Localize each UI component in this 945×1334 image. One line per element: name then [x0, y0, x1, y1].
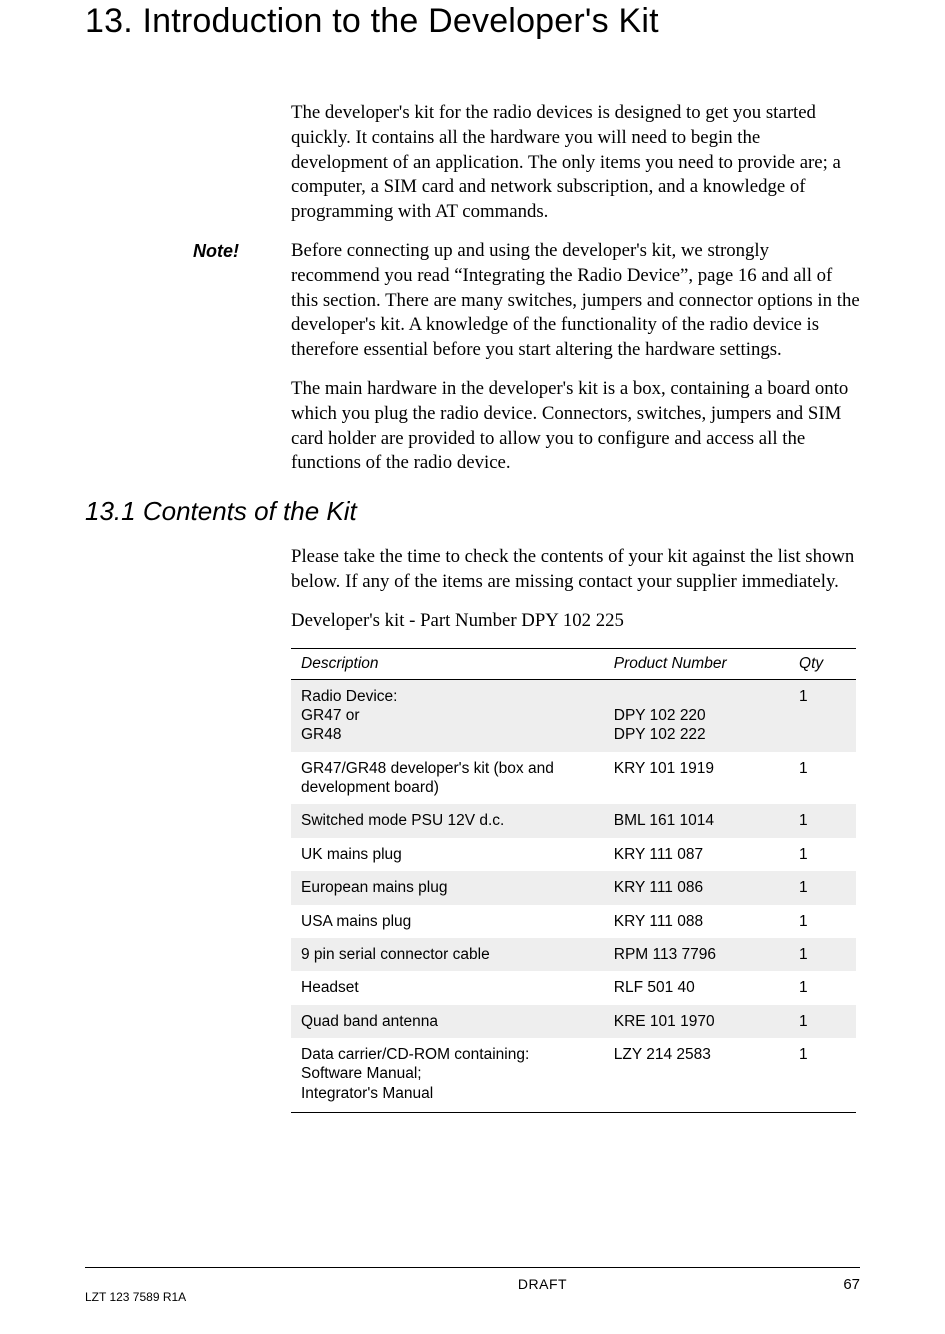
intro-block: The developer's kit for the radio device… [291, 101, 860, 225]
kit-partnum-line: Developer's kit - Part Number DPY 102 22… [291, 609, 860, 634]
table-header-product-number: Product Number [604, 648, 789, 679]
table-row: Radio Device: GR47 or GR48 DPY 102 220 D… [291, 679, 856, 752]
table-row: HeadsetRLF 501 401 [291, 971, 856, 1004]
footer-draft: DRAFT [265, 1276, 820, 1292]
table-cell-description: Quad band antenna [291, 1005, 604, 1038]
table-cell-qty: 1 [789, 1005, 856, 1038]
table-cell-description: USA mains plug [291, 905, 604, 938]
table-header-row: Description Product Number Qty [291, 648, 856, 679]
table-header-description: Description [291, 648, 604, 679]
table-cell-qty: 1 [789, 938, 856, 971]
note-body: Before connecting up and using the devel… [291, 239, 860, 377]
section-intro-block: Please take the time to check the conten… [291, 545, 860, 633]
table-header-qty: Qty [789, 648, 856, 679]
page: 13. Introduction to the Developer's Kit … [0, 0, 945, 1334]
table-cell-qty: 1 [789, 905, 856, 938]
table-cell-description: Switched mode PSU 12V d.c. [291, 804, 604, 837]
table-row: Switched mode PSU 12V d.c.BML 161 10141 [291, 804, 856, 837]
footer-pagenum: 67 [820, 1276, 860, 1293]
table-row: 9 pin serial connector cableRPM 113 7796… [291, 938, 856, 971]
table-cell-qty: 1 [789, 871, 856, 904]
table-cell-description: Data carrier/CD-ROM containing: Software… [291, 1038, 604, 1110]
note-row: Note! Before connecting up and using the… [193, 239, 860, 377]
note-label: Note! [193, 239, 291, 262]
table-cell-product-number: RPM 113 7796 [604, 938, 789, 971]
table-cell-description: Headset [291, 971, 604, 1004]
table-bottom-rule [291, 1112, 856, 1113]
table-cell-description: UK mains plug [291, 838, 604, 871]
table-cell-qty: 1 [789, 971, 856, 1004]
section-title: 13.1 Contents of the Kit [85, 496, 860, 527]
section-intro: Please take the time to check the conten… [291, 545, 860, 595]
table-cell-product-number: KRY 101 1919 [604, 752, 789, 805]
table-cell-qty: 1 [789, 838, 856, 871]
table-cell-product-number: LZY 214 2583 [604, 1038, 789, 1110]
table-cell-product-number: KRY 111 086 [604, 871, 789, 904]
footer-docnum: LZT 123 7589 R1A [85, 1276, 265, 1304]
chapter-title: 13. Introduction to the Developer's Kit [85, 0, 860, 41]
table-row: USA mains plugKRY 111 0881 [291, 905, 856, 938]
table-cell-description: GR47/GR48 developer's kit (box and devel… [291, 752, 604, 805]
footer-rule [85, 1267, 860, 1268]
table-row: UK mains plugKRY 111 0871 [291, 838, 856, 871]
table-cell-qty: 1 [789, 1038, 856, 1110]
table-cell-product-number: KRY 111 087 [604, 838, 789, 871]
page-footer: LZT 123 7589 R1A DRAFT 67 [85, 1267, 860, 1304]
table-cell-product-number: DPY 102 220 DPY 102 222 [604, 679, 789, 752]
table-cell-description: 9 pin serial connector cable [291, 938, 604, 971]
table-cell-qty: 1 [789, 752, 856, 805]
table-cell-product-number: BML 161 1014 [604, 804, 789, 837]
intro-paragraph: The developer's kit for the radio device… [291, 101, 860, 225]
table-row: Data carrier/CD-ROM containing: Software… [291, 1038, 856, 1110]
note-text: Before connecting up and using the devel… [291, 239, 860, 363]
para2: The main hardware in the developer's kit… [291, 377, 860, 476]
table-row: GR47/GR48 developer's kit (box and devel… [291, 752, 856, 805]
table-cell-qty: 1 [789, 679, 856, 752]
table-cell-product-number: KRY 111 088 [604, 905, 789, 938]
kit-table-wrap: Description Product Number Qty Radio Dev… [291, 648, 860, 1114]
para2-block: The main hardware in the developer's kit… [291, 377, 860, 476]
table-cell-description: Radio Device: GR47 or GR48 [291, 679, 604, 752]
table-cell-product-number: RLF 501 40 [604, 971, 789, 1004]
footer-row: LZT 123 7589 R1A DRAFT 67 [85, 1276, 860, 1304]
kit-table: Description Product Number Qty Radio Dev… [291, 648, 856, 1111]
table-cell-product-number: KRE 101 1970 [604, 1005, 789, 1038]
table-row: European mains plugKRY 111 0861 [291, 871, 856, 904]
table-cell-description: European mains plug [291, 871, 604, 904]
table-row: Quad band antennaKRE 101 19701 [291, 1005, 856, 1038]
table-cell-qty: 1 [789, 804, 856, 837]
